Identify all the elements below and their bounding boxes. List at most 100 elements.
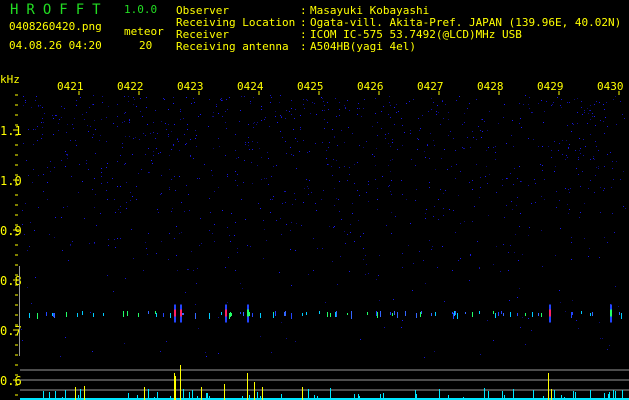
noise-pixel [408,245,409,246]
noise-pixel [213,116,214,117]
noise-pixel [552,104,553,105]
noise-pixel [327,102,328,103]
echo-mark [127,311,128,316]
meteor-echo-core [225,309,227,317]
noise-pixel [148,148,149,149]
noise-pixel [291,100,292,101]
noise-pixel [462,147,463,148]
noise-pixel [161,193,162,194]
noise-pixel [31,107,32,108]
noise-pixel [525,344,526,345]
noise-pixel [377,199,378,200]
noise-bar [62,397,63,400]
noise-pixel [25,100,26,101]
noise-bar [207,393,208,400]
noise-pixel [572,300,573,301]
noise-pixel [125,163,126,164]
noise-pixel [261,106,262,107]
noise-pixel [89,107,90,108]
noise-pixel [600,187,601,188]
noise-pixel [295,109,296,110]
noise-pixel [66,132,67,133]
noise-pixel [35,100,36,101]
noise-pixel [427,145,428,146]
noise-pixel [590,110,591,111]
noise-pixel [590,105,591,106]
noise-pixel [606,102,607,103]
noise-pixel [306,99,307,100]
echo-mark [592,312,593,316]
noise-pixel [133,97,134,98]
noise-pixel [337,145,338,146]
noise-pixel [521,127,522,128]
echo-band [29,304,622,323]
noise-pixel [225,267,226,268]
noise-pixel [300,129,301,130]
noise-pixel [235,171,236,172]
noise-pixel [256,124,257,125]
noise-pixel [161,121,162,122]
noise-pixel [214,224,215,225]
noise-pixel [107,199,108,200]
noise-pixel [241,199,242,200]
echo-mark [377,312,378,318]
x-tick-label: 0424 [237,80,264,93]
x-tick-label: 0425 [297,80,324,93]
noise-pixel [332,175,333,176]
noise-pixel [588,188,589,189]
noise-pixel [613,179,614,180]
noise-pixel [529,108,530,109]
noise-pixel [212,233,213,234]
noise-pixel [503,244,504,245]
noise-pixel [225,122,226,123]
noise-pixel [430,133,431,134]
noise-bar [80,389,81,400]
noise-pixel [145,242,146,243]
echo-mark [517,313,518,316]
noise-pixel [607,242,608,243]
noise-pixel [357,190,358,191]
noise-pixel [65,166,66,167]
noise-pixel [94,242,95,243]
noise-pixel [158,153,159,154]
noise-pixel [65,337,66,338]
noise-pixel [348,127,349,128]
noise-pixel [349,167,350,168]
noise-pixel [199,178,200,179]
noise-pixel [450,131,451,132]
noise-pixel [171,211,172,212]
noise-pixel [620,101,621,102]
noise-pixel [592,116,593,117]
noise-pixel [442,100,443,101]
noise-pixel [155,138,156,139]
meteor-label: meteor [124,25,164,38]
noise-pixel [580,148,581,149]
echo-mark [53,313,54,317]
noise-pixel [324,110,325,111]
noise-pixel [183,118,184,119]
noise-pixel [562,154,563,155]
noise-pixel [275,116,276,117]
noise-pixel [519,226,520,227]
noise-pixel [480,130,481,131]
noise-pixel [582,171,583,172]
noise-pixel [422,115,423,116]
noise-pixel [486,166,487,167]
noise-bar [65,390,66,400]
noise-pixel [613,99,614,100]
noise-pixel [326,150,327,151]
noise-pixel [106,190,107,191]
noise-pixel [332,129,333,130]
info-label: Receiving Location [176,16,296,29]
noise-pixel [359,195,360,196]
noise-pixel [213,148,214,149]
meteor-echo-core [247,309,249,317]
noise-bar [439,389,440,400]
noise-pixel [136,186,137,187]
noise-pixel [193,98,194,99]
noise-pixel [568,148,569,149]
echo-mark [46,312,47,316]
noise-pixel [470,254,471,255]
echo-bars [20,365,629,400]
noise-pixel [310,113,311,114]
